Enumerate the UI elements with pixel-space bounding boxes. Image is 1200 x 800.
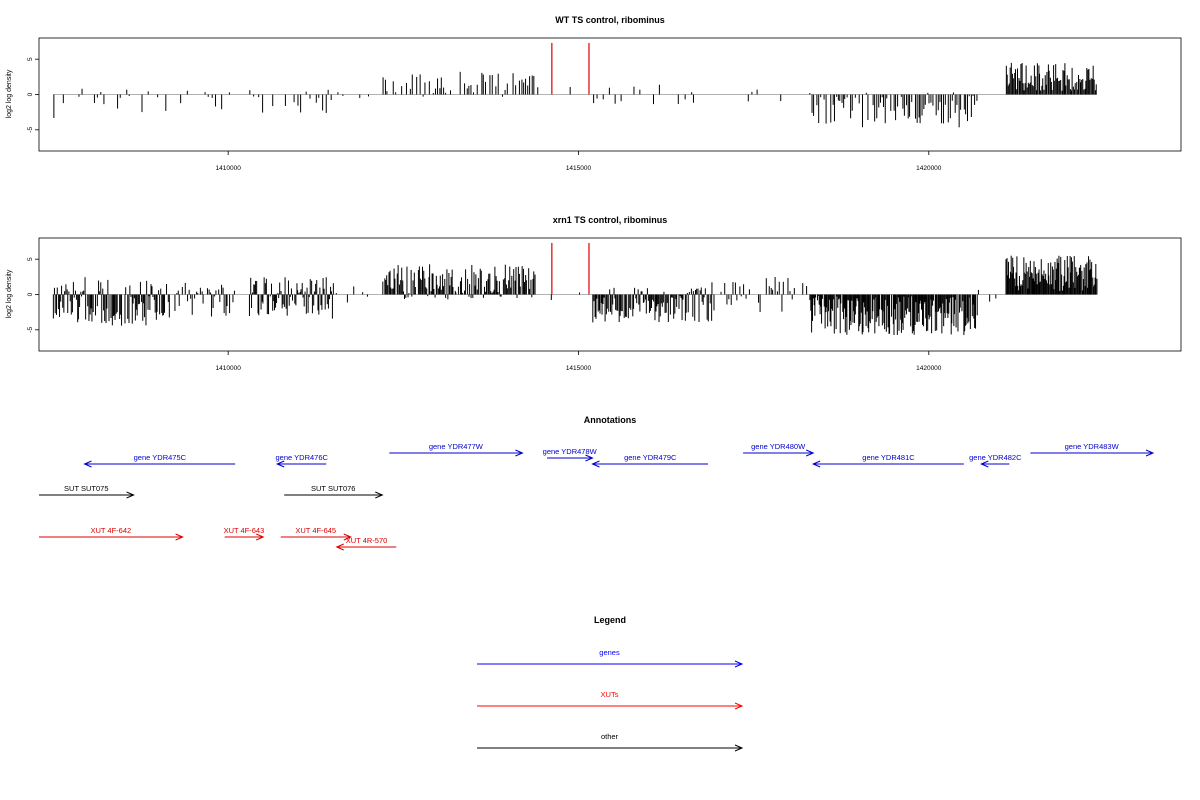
y-tick-label: -5 — [27, 127, 34, 133]
wt-axes: 1410000 1415000 1420000 -5 0 5 — [27, 57, 942, 172]
feature-arrowhead — [515, 449, 524, 457]
legend-label: genes — [599, 648, 620, 657]
feature-label: gene YDR477W — [429, 442, 484, 451]
feature-label: XUT 4F-643 — [224, 526, 265, 535]
feature-label: XUT 4F-642 — [90, 526, 131, 535]
legend-entry: genes — [477, 648, 744, 668]
x-tick-label: 1415000 — [566, 165, 592, 172]
feature-arrowhead — [980, 460, 989, 468]
feature-arrowhead — [255, 533, 265, 541]
xrn1-y-axis-label: log2 log density — [6, 269, 13, 318]
legend-arrowhead — [734, 702, 744, 710]
x-tick-label: 1420000 — [916, 365, 942, 372]
legend-title: Legend — [594, 615, 626, 625]
xrn1-panel-title: xrn1 TS control, ribominus — [553, 215, 668, 225]
wt-coverage-panel: WT TS control, ribominus log2 log densit… — [6, 15, 1182, 172]
legend-label: other — [601, 732, 619, 741]
y-tick-label: 5 — [27, 257, 34, 261]
annotation-feature: SUT SUT075 — [39, 484, 135, 499]
feature-label: SUT SUT076 — [311, 484, 355, 493]
legend-entries: genes XUTs other — [477, 648, 744, 752]
x-tick-label: 1410000 — [216, 365, 242, 372]
annotation-feature: gene YDR480W — [743, 442, 815, 457]
feature-label: gene YDR476C — [276, 453, 329, 462]
annotation-feature: gene YDR477W — [389, 442, 524, 457]
annotation-feature: gene YDR479C — [591, 453, 709, 468]
wt-coverage-bars — [53, 42, 1097, 128]
annotations-title: Annotations — [584, 415, 637, 425]
xrn1-axes: 1410000 1415000 1420000 -5 0 5 — [27, 257, 942, 372]
feature-label: gene YDR481C — [862, 453, 915, 462]
legend-arrowhead — [734, 744, 744, 752]
annotation-feature: gene YDR478W — [543, 447, 598, 462]
feature-label: gene YDR475C — [134, 453, 187, 462]
feature-arrowhead — [335, 543, 344, 551]
annotation-feature: gene YDR482C — [969, 453, 1022, 468]
annotation-feature: gene YDR475C — [83, 453, 236, 468]
x-tick-label: 1415000 — [566, 365, 592, 372]
legend-entry: XUTs — [477, 690, 744, 710]
feature-arrowhead — [585, 454, 594, 462]
x-tick-label: 1410000 — [216, 165, 242, 172]
y-tick-label: 0 — [27, 92, 34, 96]
feature-label: gene YDR479C — [624, 453, 677, 462]
annotation-feature: gene YDR476C — [275, 453, 329, 468]
legend-label: XUTs — [601, 690, 619, 699]
feature-label: XUT 4R-570 — [346, 536, 388, 545]
feature-arrowhead — [811, 460, 821, 468]
feature-arrowhead — [805, 449, 815, 457]
annotations-track: Annotations gene YDR475C gene YDR476Cgene… — [39, 415, 1155, 551]
y-tick-label: 0 — [27, 292, 34, 296]
legend-arrowhead — [734, 660, 744, 668]
wt-y-axis-label: log2 log density — [6, 69, 13, 118]
legend: Legend genes XUTs other — [477, 615, 744, 752]
feature-arrowhead — [1145, 449, 1155, 457]
annotation-features: gene YDR475C gene YDR476C gene YDR477W gene… — [39, 442, 1155, 551]
xrn1-coverage-bars — [52, 242, 1098, 336]
feature-label: SUT SUT075 — [64, 484, 108, 493]
y-tick-label: 5 — [27, 57, 34, 61]
feature-label: XUT 4F-645 — [295, 526, 336, 535]
x-tick-label: 1420000 — [916, 165, 942, 172]
feature-label: gene YDR480W — [751, 442, 806, 451]
feature-arrowhead — [83, 460, 92, 468]
feature-arrowhead — [343, 533, 353, 541]
feature-label: gene YDR482C — [969, 453, 1022, 462]
feature-arrowhead — [375, 491, 384, 499]
feature-label: gene YDR483W — [1065, 442, 1120, 451]
feature-arrowhead — [126, 491, 135, 499]
feature-label: gene YDR478W — [543, 447, 598, 456]
feature-arrowhead — [275, 460, 285, 468]
annotation-feature: XUT 4F-643 — [224, 526, 265, 541]
annotation-feature: XUT 4F-642 — [39, 526, 184, 541]
wt-panel-title: WT TS control, ribominus — [555, 15, 665, 25]
feature-arrowhead — [175, 533, 184, 541]
y-tick-label: -5 — [27, 327, 34, 333]
annotation-feature: gene YDR483W — [1030, 442, 1155, 457]
xrn1-coverage-panel: xrn1 TS control, ribominus log2 log dens… — [6, 215, 1182, 372]
annotation-feature: SUT SUT076 — [284, 484, 384, 499]
feature-arrowhead — [591, 460, 600, 468]
annotation-feature: XUT 4R-570 — [335, 536, 397, 551]
annotation-feature: XUT 4F-645 — [280, 526, 353, 541]
legend-entry: other — [477, 732, 744, 752]
annotation-feature: gene YDR481C — [811, 453, 964, 468]
